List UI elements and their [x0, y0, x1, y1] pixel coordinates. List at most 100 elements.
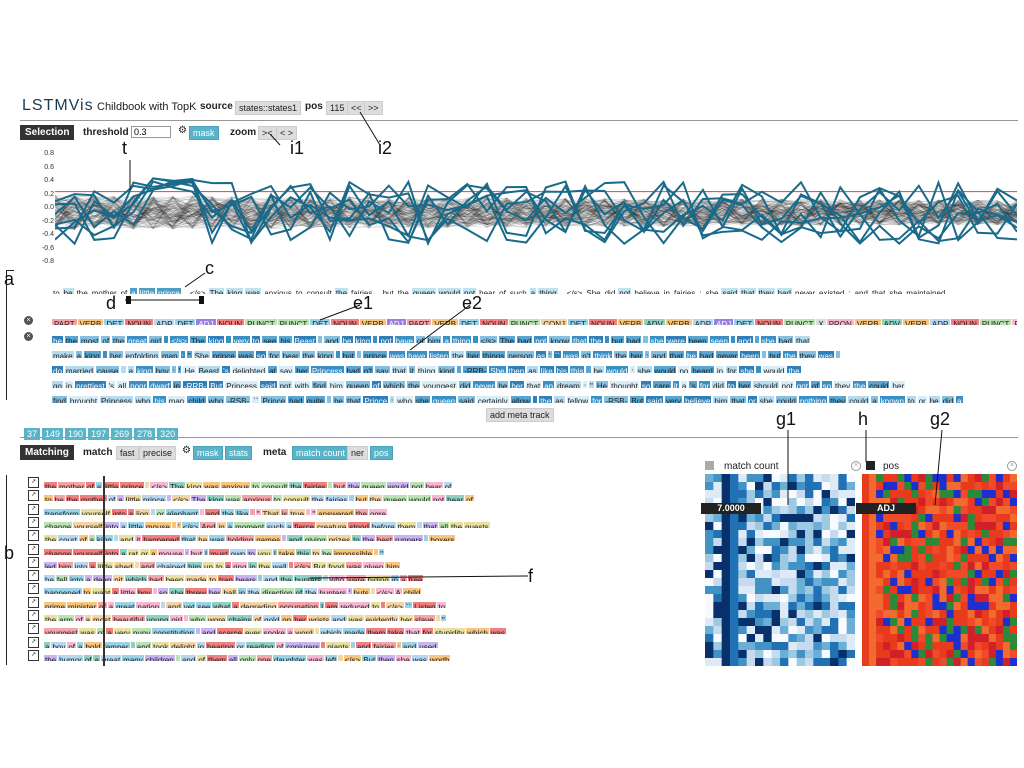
heatmap-cell[interactable] — [771, 546, 781, 555]
heatmap-cell[interactable] — [746, 642, 756, 651]
pos-token[interactable]: NOUN — [331, 319, 359, 325]
match-token[interactable]: prime — [44, 601, 67, 608]
match-token[interactable]: , — [150, 508, 155, 515]
meta-token[interactable]: say — [278, 366, 294, 373]
heatmap-cell[interactable] — [967, 538, 976, 547]
heatmap-cell[interactable] — [883, 562, 891, 571]
match-token[interactable]: on — [281, 615, 293, 621]
heatmap-cell[interactable] — [738, 602, 748, 611]
meta-token[interactable]: make — [52, 351, 74, 358]
match-token[interactable]: used — [418, 641, 438, 648]
match-token[interactable]: ring — [232, 561, 248, 568]
matching-tab[interactable]: Matching — [20, 445, 74, 460]
heatmap-cell[interactable] — [813, 530, 823, 539]
meta-token[interactable]: king — [84, 351, 101, 358]
match-token[interactable]: scarce — [217, 628, 243, 635]
heatmap-cell[interactable] — [995, 602, 1004, 611]
word-token[interactable]: thing — [538, 288, 558, 294]
word-token[interactable]: fairies — [351, 289, 373, 294]
match-token[interactable]: a — [107, 601, 115, 608]
match-token[interactable]: and — [331, 615, 347, 621]
match-token[interactable]: which — [466, 628, 489, 635]
pos-token[interactable]: ADJ — [714, 319, 734, 325]
heatmap-cell[interactable] — [995, 522, 1004, 531]
heatmap-cell[interactable] — [974, 586, 983, 595]
heatmap-cell[interactable] — [946, 538, 955, 547]
meta-token[interactable]: She — [489, 366, 506, 373]
heatmap-cell[interactable] — [869, 474, 877, 483]
heatmap-cell[interactable] — [890, 634, 898, 643]
meta-token[interactable]: not — [379, 336, 393, 343]
match-token[interactable]: am — [325, 601, 339, 608]
match-token[interactable]: would — [386, 482, 410, 488]
heatmap-cell[interactable] — [876, 578, 884, 587]
heatmap-cell[interactable] — [960, 626, 969, 635]
match-token[interactable]: was — [203, 482, 220, 488]
heatmap-cell[interactable] — [897, 586, 905, 595]
heatmap-cell[interactable] — [1002, 554, 1011, 563]
pos-token[interactable]: VERB — [359, 319, 386, 325]
heatmap-cell[interactable] — [911, 490, 919, 499]
heatmap-cell[interactable] — [838, 530, 848, 539]
heatmap-cell[interactable] — [846, 618, 855, 627]
heatmap-cell[interactable] — [890, 602, 898, 611]
heatmap-cell[interactable] — [911, 554, 919, 563]
meta-token[interactable]: as — [554, 396, 565, 403]
heatmap-cell[interactable] — [876, 562, 884, 571]
match-token[interactable]: impossible — [333, 548, 373, 555]
match-token[interactable]: he — [197, 535, 209, 542]
heatmap-cell[interactable] — [974, 634, 983, 643]
heatmap-cell[interactable] — [746, 618, 756, 627]
meta-token[interactable]: . — [164, 336, 169, 343]
heatmap-cell[interactable] — [780, 554, 789, 563]
word-token[interactable]: that — [871, 289, 886, 294]
word-token[interactable]: little — [138, 288, 155, 294]
heatmap-cell[interactable] — [805, 474, 814, 483]
heatmap-cell[interactable] — [890, 594, 898, 603]
heatmap-cell[interactable] — [771, 562, 781, 571]
match-token[interactable]: young — [145, 615, 170, 621]
heatmap-cell[interactable] — [1002, 594, 1011, 603]
match-token[interactable]: worth — [428, 654, 451, 661]
match-token[interactable]: best — [375, 535, 393, 542]
match-token[interactable]: a — [112, 588, 119, 595]
meta-token[interactable]: Prince — [363, 396, 389, 403]
meta-token[interactable]: married — [64, 366, 95, 373]
heatmap-cell[interactable] — [995, 506, 1004, 515]
heatmap-cell[interactable] — [813, 626, 823, 635]
word-token[interactable]: . — [183, 289, 186, 294]
pos-token[interactable]: PUNCT — [245, 319, 277, 325]
heatmap-cell[interactable] — [780, 522, 789, 531]
heatmap-cell[interactable] — [813, 578, 823, 587]
meta-token[interactable]: man — [160, 351, 179, 358]
heatmap-cell[interactable] — [960, 482, 969, 491]
match-token[interactable]: is — [280, 508, 289, 515]
heatmap-cell[interactable] — [738, 482, 748, 491]
match-token[interactable]: was — [209, 535, 226, 542]
meta-token[interactable]: been — [687, 336, 708, 343]
heatmap-cell[interactable] — [830, 594, 839, 603]
match-token[interactable]: . — [380, 601, 386, 608]
match-token[interactable]: made — [343, 628, 366, 635]
match-token[interactable]: the — [310, 495, 325, 502]
heatmap-cell[interactable] — [988, 610, 997, 619]
heatmap-cell[interactable] — [946, 658, 955, 666]
meta-token[interactable]: for — [698, 381, 711, 388]
meta-token[interactable]: of — [810, 381, 820, 388]
match-token[interactable]: queen — [361, 482, 386, 488]
match-token[interactable]: and — [139, 561, 156, 568]
heatmap-cell[interactable] — [918, 570, 926, 579]
meta-token[interactable]: girl — [149, 336, 163, 343]
pos-token[interactable]: VERB — [617, 319, 644, 325]
heatmap-cell[interactable] — [796, 522, 806, 531]
heatmap-cell[interactable] — [995, 546, 1004, 555]
heatmap-cell[interactable] — [981, 562, 990, 571]
heatmap-cell[interactable] — [890, 514, 898, 523]
heatmap-cell[interactable] — [805, 650, 814, 659]
heatmap-cell[interactable] — [911, 482, 919, 491]
match-token[interactable]: was — [79, 628, 96, 635]
pos-token[interactable]: PUNCT — [508, 319, 541, 325]
heatmap-cell[interactable] — [883, 546, 891, 555]
match-token[interactable]: a — [285, 521, 293, 528]
